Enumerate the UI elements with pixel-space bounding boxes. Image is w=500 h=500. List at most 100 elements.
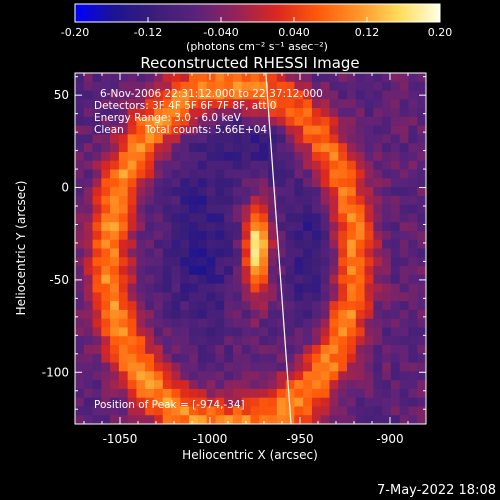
heatmap-cell (92, 178, 102, 188)
heatmap-cell (127, 371, 138, 381)
heatmap-cell (215, 406, 225, 416)
heatmap-cell (311, 406, 322, 416)
heatmap-cell (268, 415, 278, 424)
heatmap-cell (347, 213, 357, 223)
heatmap-cell (364, 187, 374, 197)
chart-title: Reconstructed RHESSI Image (140, 54, 359, 72)
heatmap-cell (417, 178, 426, 188)
heatmap-cell (311, 266, 322, 276)
heatmap-cell (118, 353, 129, 364)
heatmap-cell (197, 204, 208, 215)
heatmap-cell (347, 195, 357, 206)
heatmap-cell (250, 406, 260, 416)
heatmap-cell (215, 143, 225, 153)
heatmap-cell (189, 266, 199, 276)
heatmap-cell (145, 195, 155, 206)
heatmap-cell (110, 81, 120, 92)
heatmap-cell (347, 362, 357, 372)
heatmap-cell (303, 151, 313, 162)
heatmap-cell (83, 292, 94, 302)
heatmap-cell (320, 353, 331, 364)
heatmap-cell (83, 222, 94, 232)
heatmap-cell (136, 248, 146, 258)
heatmap-cell (224, 187, 234, 197)
heatmap-cell (329, 151, 339, 162)
heatmap-cell (206, 266, 217, 276)
heatmap-cell (364, 336, 374, 346)
heatmap-cell (408, 90, 418, 100)
heatmap-cell (390, 222, 401, 232)
heatmap-cell (224, 169, 234, 179)
heatmap-cell (92, 345, 102, 355)
heatmap-cell (189, 222, 199, 232)
heatmap-cell (224, 125, 234, 136)
heatmap-cell (241, 301, 252, 311)
heatmap-cell (417, 116, 426, 127)
heatmap-cell (206, 151, 217, 162)
heatmap-cell (250, 336, 260, 346)
heatmap-cell (417, 388, 426, 399)
heatmap-cell (162, 362, 173, 372)
heatmap-cell (171, 415, 181, 424)
heatmap-cell (127, 195, 138, 206)
heatmap-cell (347, 160, 357, 171)
heatmap-cell (197, 81, 208, 92)
heatmap-cell (268, 99, 278, 109)
heatmap-cell (320, 178, 331, 188)
heatmap-cell (259, 239, 269, 250)
heatmap-cell (399, 230, 410, 241)
heatmap-cell (355, 151, 366, 162)
heatmap-cell (338, 169, 348, 179)
heatmap-cell (232, 397, 243, 408)
heatmap-cell (347, 380, 357, 390)
heatmap-cell (171, 301, 181, 311)
heatmap-cell (294, 301, 304, 311)
heatmap-cell (83, 406, 94, 416)
heatmap-cell (118, 81, 129, 92)
heatmap-cell (215, 248, 225, 258)
heatmap-cell (311, 222, 322, 232)
heatmap-cell (364, 248, 374, 258)
heatmap-cell (250, 195, 260, 206)
heatmap-cell (153, 178, 164, 188)
heatmap-cell (373, 248, 383, 258)
heatmap-cell (118, 230, 129, 241)
heatmap-cell (382, 230, 392, 241)
heatmap-cell (294, 406, 304, 416)
heatmap-cell (189, 388, 199, 399)
heatmap-cell (232, 415, 243, 424)
heatmap-cell (241, 353, 252, 364)
heatmap-cell (215, 266, 225, 276)
heatmap-cell (373, 213, 383, 223)
heatmap-cell (145, 274, 155, 285)
heatmap-cell (162, 116, 173, 127)
heatmap-cell (320, 406, 331, 416)
heatmap-cell (320, 108, 331, 118)
heatmap-cell (92, 169, 102, 179)
heatmap-cell (338, 388, 348, 399)
heatmap-cell (215, 353, 225, 364)
heatmap-cell (268, 222, 278, 232)
heatmap-cell (189, 353, 199, 364)
heatmap-cell (215, 336, 225, 346)
heatmap-cell (162, 266, 173, 276)
heatmap-cell (189, 239, 199, 250)
heatmap-cell (180, 309, 190, 320)
heatmap-cell (382, 99, 392, 109)
heatmap-cell (250, 274, 260, 285)
heatmap-cell (355, 73, 366, 83)
heatmap-cell (232, 345, 243, 355)
y-tick-label: 50 (54, 88, 69, 102)
heatmap-cell (92, 415, 102, 424)
heatmap-cell (75, 108, 85, 118)
heatmap-cell (338, 406, 348, 416)
heatmap-cell (268, 230, 278, 241)
heatmap-cell (197, 266, 208, 276)
heatmap-cell (136, 388, 146, 399)
annotation-peak: Position of Peak = [-974,-34] (94, 399, 245, 411)
heatmap-cell (145, 116, 155, 127)
heatmap-cell (118, 90, 129, 100)
heatmap-cell (276, 213, 287, 223)
heatmap-cell (153, 239, 164, 250)
heatmap-cell (399, 222, 410, 232)
